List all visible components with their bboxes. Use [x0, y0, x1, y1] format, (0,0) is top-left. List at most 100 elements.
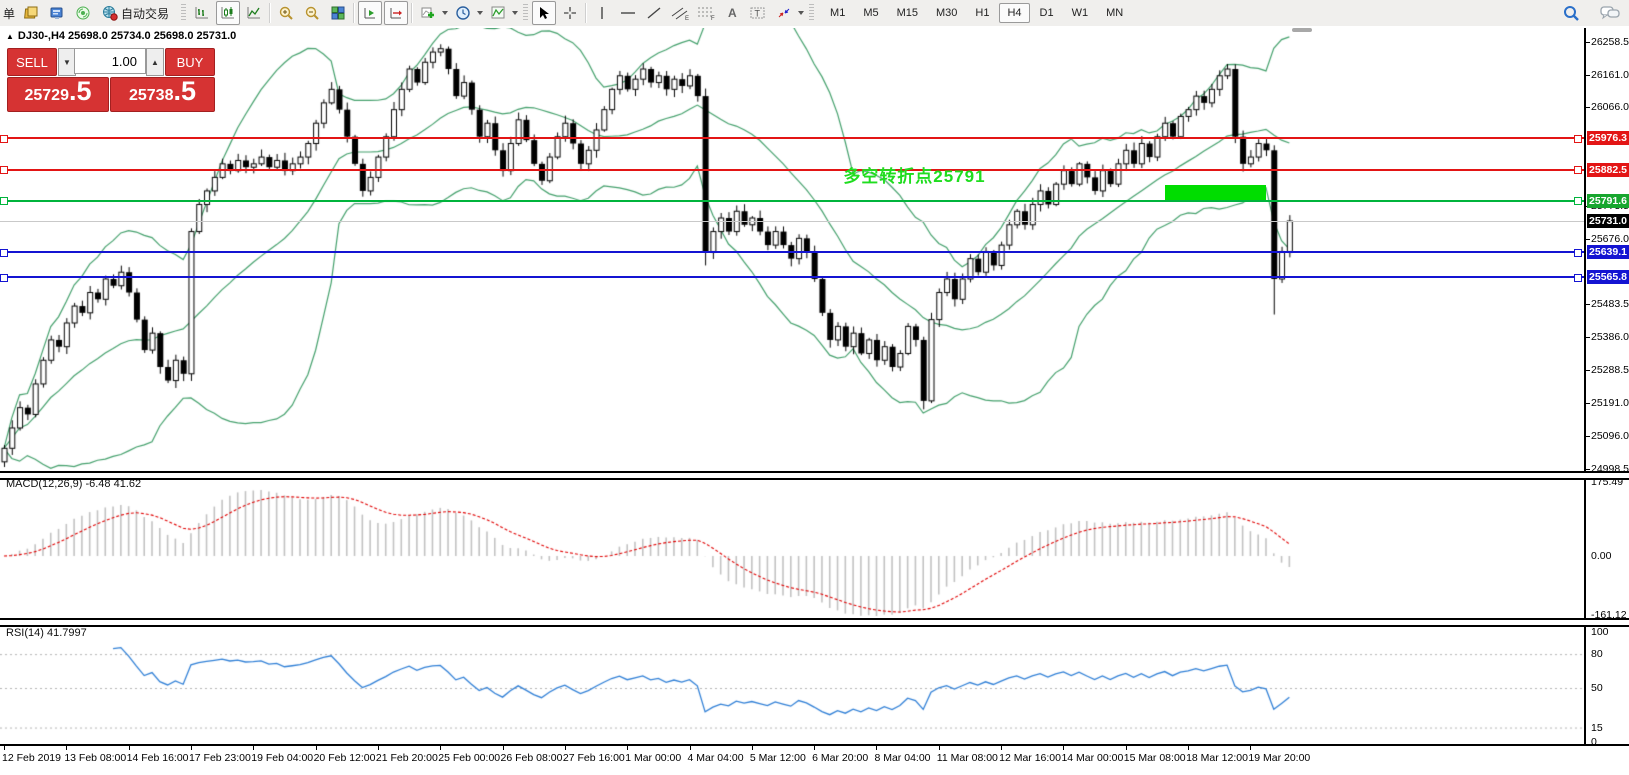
hline-anchor[interactable]: [1574, 248, 1582, 257]
chat-icon[interactable]: [1598, 1, 1622, 25]
price-tick-label: 25288.5: [1591, 364, 1629, 377]
time-tick-label: 11 Mar 08:00: [936, 752, 998, 764]
time-tick: [1063, 746, 1065, 750]
chart-shift-icon[interactable]: [384, 1, 409, 25]
new-chart-icon[interactable]: [416, 1, 440, 25]
sell-button[interactable]: SELL: [7, 48, 57, 76]
time-tick-label: 8 Mar 04:00: [874, 752, 931, 764]
new-chart-caret[interactable]: [442, 11, 449, 15]
timeframe-m15[interactable]: M15: [896, 7, 918, 19]
zoom-out-icon[interactable]: [300, 1, 324, 25]
chart-title: ▲ DJ30-,H4 25698.0 25734.0 25698.0 25731.…: [6, 30, 237, 42]
candlestick-chart-type-icon[interactable]: [216, 1, 241, 25]
periods-caret[interactable]: [477, 11, 484, 15]
hline-anchor[interactable]: [0, 166, 8, 175]
one-click-trading-panel: SELL ▼ 1.00 ▲ BUY 25729.5 25738.5: [7, 48, 215, 112]
horizontal-line-object[interactable]: [0, 199, 1584, 202]
hline-anchor[interactable]: [0, 248, 8, 257]
indicators-icon[interactable]: [486, 1, 510, 25]
time-tick: [1188, 746, 1190, 750]
sell-price-button[interactable]: 25729.5: [7, 77, 109, 112]
time-tick: [876, 746, 878, 750]
time-tick: [502, 746, 504, 750]
timeframe-d1[interactable]: D1: [1039, 7, 1054, 19]
signals-icon[interactable]: [71, 1, 95, 25]
text-annotation[interactable]: 多空转折点25791: [843, 166, 986, 186]
hline-anchor[interactable]: [0, 197, 8, 206]
fibonacci-tool-icon[interactable]: F: [694, 1, 718, 25]
price-tick-label: 25386.0: [1591, 331, 1629, 344]
volume-increase-button[interactable]: ▲: [146, 48, 164, 76]
line-chart-type-icon[interactable]: [242, 1, 266, 25]
hline-anchor[interactable]: [1574, 134, 1582, 143]
time-tick: [1250, 746, 1252, 750]
time-tick-label: 17 Feb 23:00: [188, 752, 251, 764]
time-tick-label: 13 Feb 08:00: [64, 752, 127, 764]
autotrading-button[interactable]: 自动交易: [97, 1, 177, 25]
price-tick: [1584, 337, 1590, 339]
panel-separator[interactable]: [0, 618, 1629, 627]
price-tick: [1584, 435, 1590, 437]
text-tool-icon[interactable]: A: [720, 1, 744, 25]
toolbar-drag-handle[interactable]: [809, 4, 815, 22]
horizontal-line-object[interactable]: [0, 220, 1584, 222]
horizontal-line-object[interactable]: [0, 137, 1584, 139]
horizontal-line-object[interactable]: [0, 276, 1584, 278]
periods-clock-icon[interactable]: [451, 1, 475, 25]
macd-canvas[interactable]: [0, 477, 1584, 618]
tile-windows-icon[interactable]: [326, 1, 350, 25]
rsi-axis-label: 50: [1591, 682, 1603, 694]
text-label-tool-icon[interactable]: T: [746, 1, 770, 25]
bar-chart-type-icon[interactable]: [190, 1, 214, 25]
hline-anchor[interactable]: [1574, 166, 1582, 175]
panel-separator[interactable]: [0, 471, 1629, 480]
horizontal-line-object[interactable]: [0, 251, 1584, 254]
zoom-in-icon[interactable]: [274, 1, 298, 25]
price-chart-canvas[interactable]: [0, 28, 1584, 472]
new-order-label-clipped[interactable]: 单: [3, 6, 16, 21]
hline-anchor[interactable]: [1574, 273, 1582, 282]
arrows-tool-icon[interactable]: [772, 1, 796, 25]
horizontal-line-object[interactable]: [0, 168, 1584, 171]
market-watch-icon[interactable]: [19, 1, 43, 25]
time-tick: [128, 746, 130, 750]
terminal-icon[interactable]: [45, 1, 69, 25]
timeframe-h1[interactable]: H1: [975, 7, 990, 19]
hline-anchor[interactable]: [1574, 197, 1582, 206]
vertical-line-tool-icon[interactable]: [590, 1, 614, 25]
cursor-icon[interactable]: [532, 1, 557, 25]
crosshair-icon[interactable]: [558, 1, 582, 25]
time-tick-label: 21 Feb 20:00: [375, 752, 438, 764]
time-tick-label: 18 Mar 12:00: [1186, 752, 1248, 764]
hline-anchor[interactable]: [0, 273, 8, 282]
price-tick: [1584, 41, 1590, 43]
equidistant-channel-tool-icon[interactable]: E: [668, 1, 692, 25]
price-tick-label: 26161.0: [1591, 68, 1629, 81]
volume-input[interactable]: 1.00: [74, 48, 146, 74]
buy-button[interactable]: BUY: [165, 48, 215, 76]
collapse-triangle-icon[interactable]: ▲: [6, 32, 14, 41]
trendline-tool-icon[interactable]: [642, 1, 666, 25]
buy-price-button[interactable]: 25738.5: [110, 77, 215, 112]
timeframe-m1[interactable]: M1: [830, 7, 846, 19]
timeframe-mn[interactable]: MN: [1106, 7, 1124, 19]
timeframe-w1[interactable]: W1: [1071, 7, 1089, 19]
auto-scroll-icon[interactable]: [358, 1, 383, 25]
indicators-caret[interactable]: [512, 11, 519, 15]
chart-scroll-marker[interactable]: [1292, 28, 1312, 32]
horizontal-line-tool-icon[interactable]: [616, 1, 640, 25]
rsi-canvas[interactable]: [0, 623, 1584, 744]
toolbar-drag-handle[interactable]: [523, 4, 529, 22]
rectangle-object[interactable]: [1164, 184, 1266, 201]
arrows-caret[interactable]: [798, 11, 805, 15]
toolbar-drag-handle[interactable]: [181, 4, 187, 22]
hline-anchor[interactable]: [0, 134, 8, 143]
timeframe-h4[interactable]: H4: [999, 3, 1030, 23]
buy-price-fraction: .5: [173, 76, 197, 106]
search-icon[interactable]: [1559, 1, 1583, 25]
time-tick-label: 20 Feb 12:00: [313, 752, 376, 764]
timeframe-m5[interactable]: M5: [863, 7, 879, 19]
sell-price-fraction: .5: [68, 76, 92, 106]
timeframe-m30[interactable]: M30: [936, 7, 958, 19]
time-tick: [627, 746, 629, 750]
